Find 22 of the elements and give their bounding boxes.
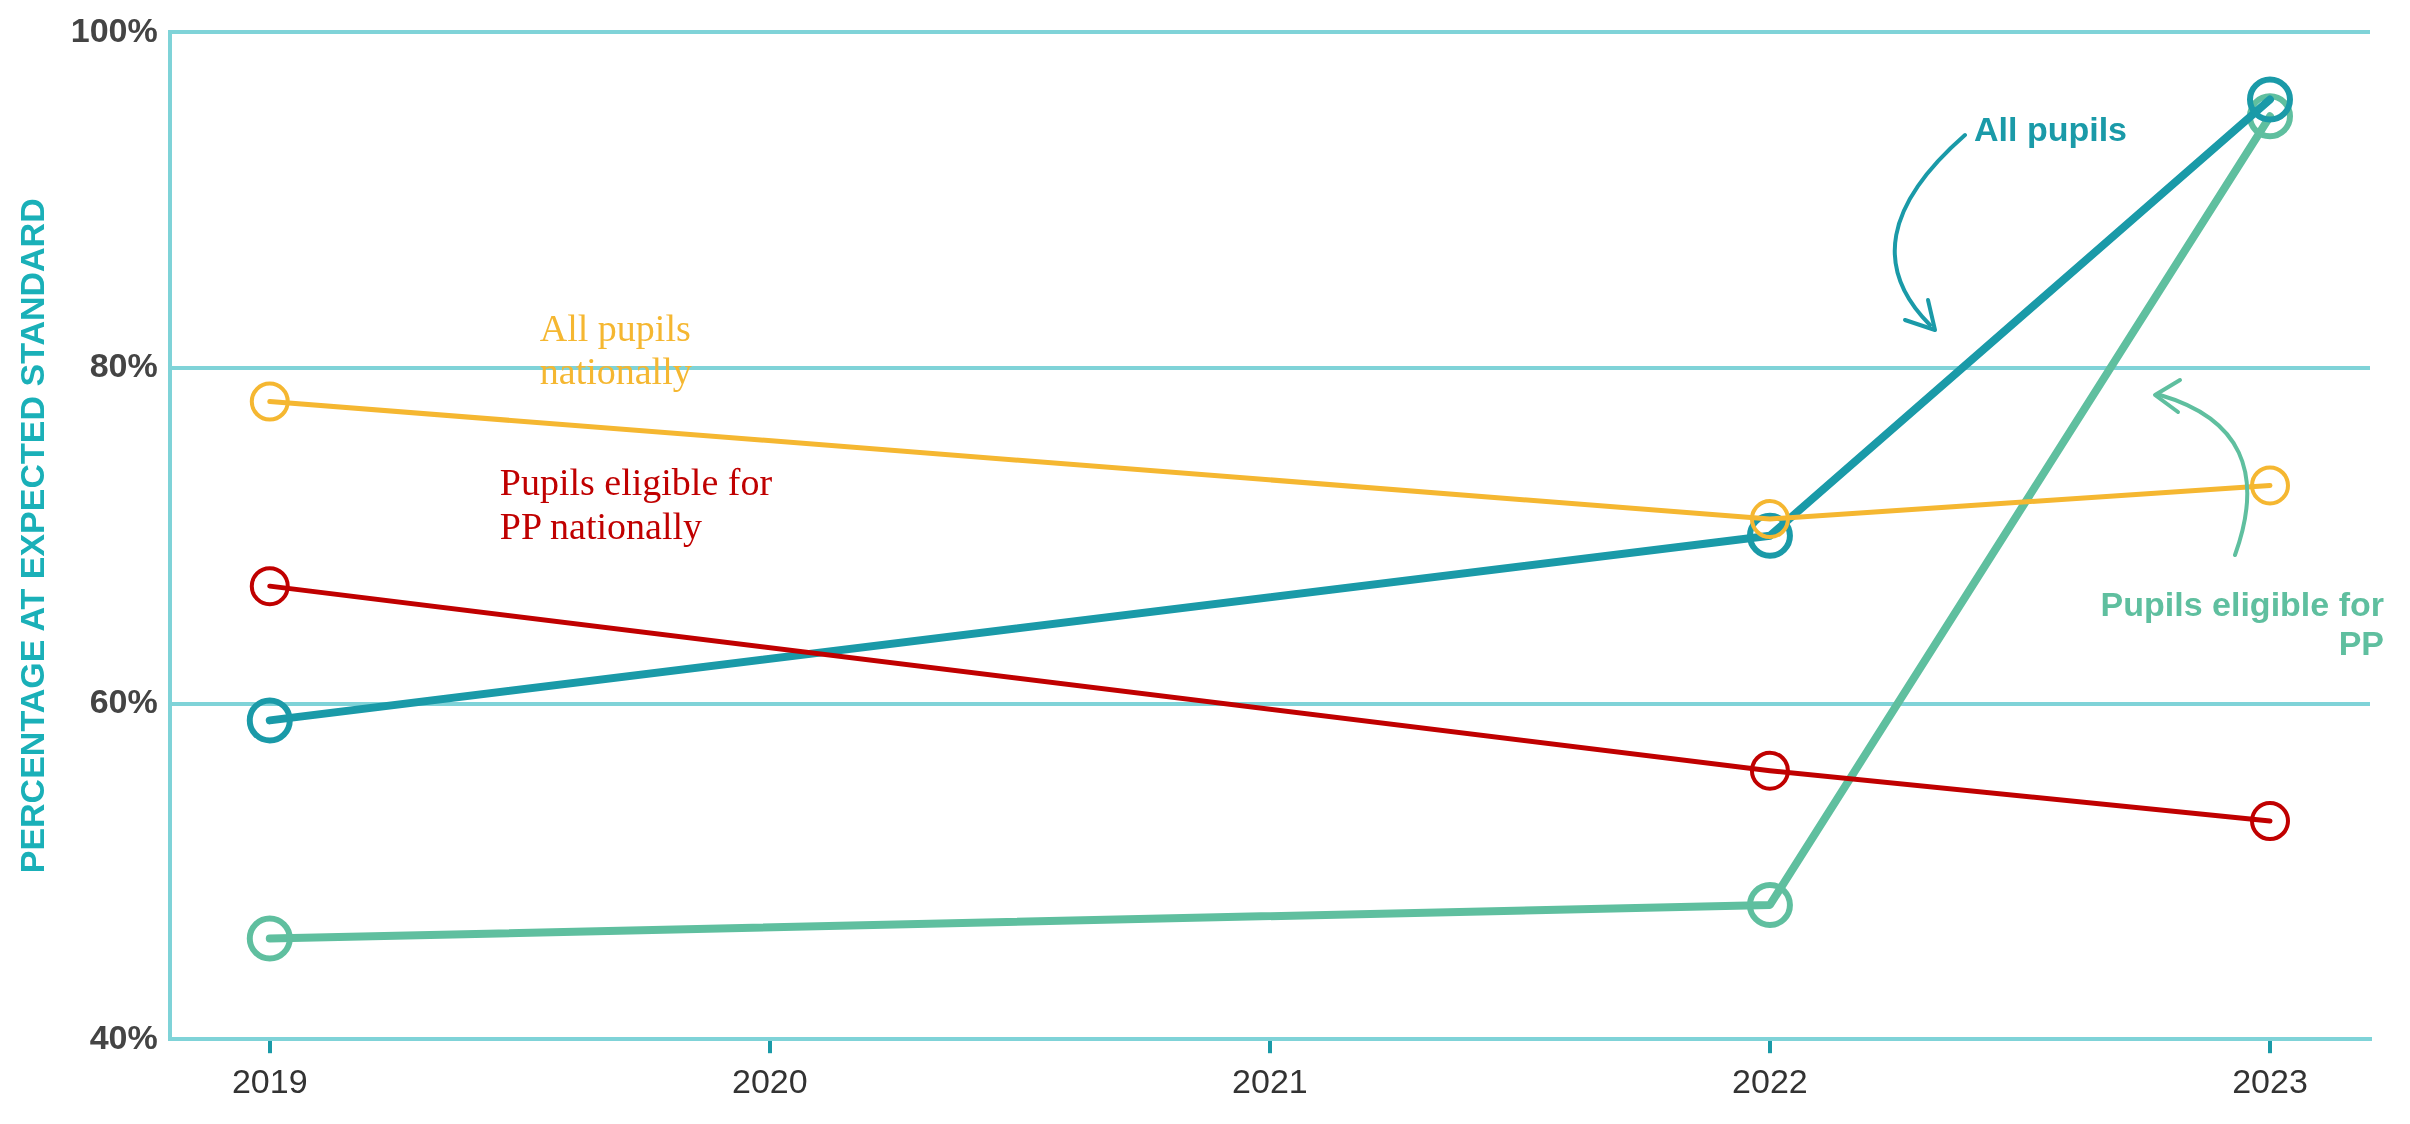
point — [246, 697, 293, 744]
point — [249, 381, 290, 422]
point — [249, 566, 290, 607]
point — [2249, 465, 2290, 506]
point — [1746, 881, 1793, 928]
y-tick-label: 40% — [89, 1017, 158, 1056]
series-label: All pupils — [1973, 109, 2128, 149]
x-tick-label: 2020 — [732, 1061, 808, 1100]
y-tick-label: 60% — [89, 681, 158, 720]
x-tick-label: 2021 — [1232, 1061, 1308, 1100]
text: Pupils eligible for PP — [2099, 585, 2384, 664]
point — [246, 915, 293, 962]
x-tick-label: 2019 — [231, 1061, 308, 1100]
y-axis-title: PERCENTAGE AT EXPECTED STANDARD — [12, 198, 51, 874]
y-tick-label: 80% — [89, 346, 158, 385]
point — [2249, 801, 2290, 842]
x-tick-label: 2022 — [1732, 1061, 1808, 1100]
point — [1749, 750, 1790, 791]
series-label: Pupils eligible for PP nationally — [499, 461, 774, 549]
y-tick-label: 100% — [70, 10, 158, 49]
x-tick-label: 2023 — [2232, 1061, 2308, 1100]
point — [2246, 76, 2293, 123]
